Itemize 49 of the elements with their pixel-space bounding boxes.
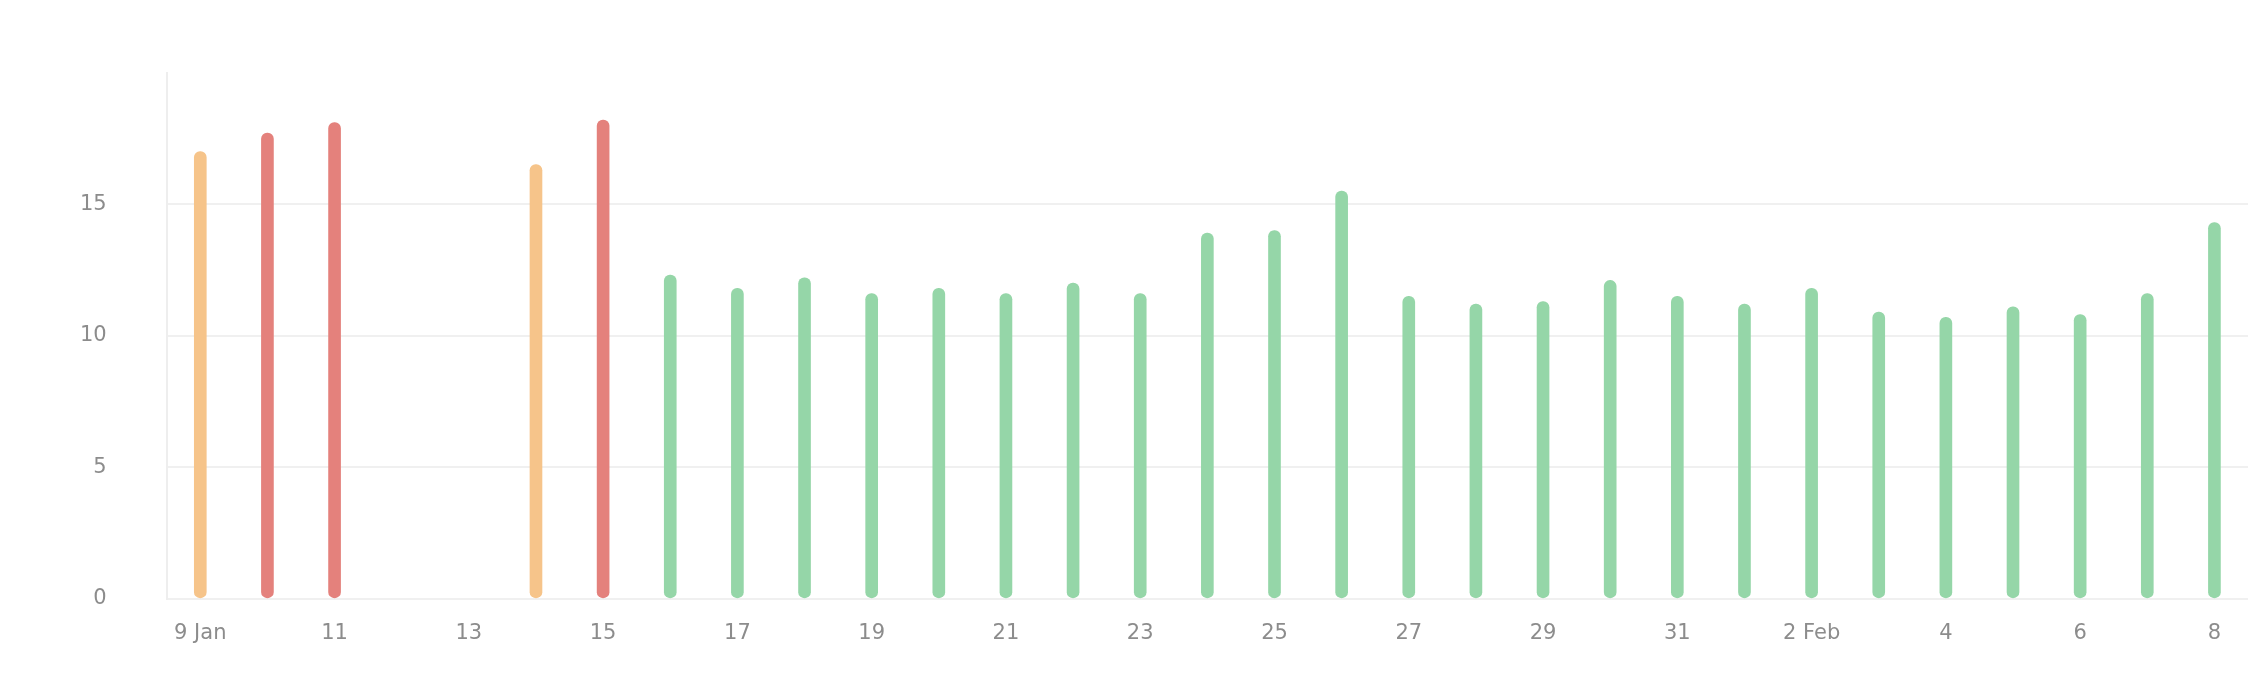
y-tick-label: 10 xyxy=(79,322,107,347)
bar xyxy=(193,151,207,599)
x-tick-label: 21 xyxy=(992,619,1020,644)
x-tick-label: 23 xyxy=(1126,619,1154,644)
x-tick-label: 15 xyxy=(589,619,617,644)
x-tick-label: 8 xyxy=(2207,619,2222,644)
bar xyxy=(2140,293,2154,599)
x-tick-label: 6 xyxy=(2073,619,2087,644)
bar xyxy=(1066,282,1080,599)
bar xyxy=(932,288,946,599)
bar xyxy=(1805,288,1818,599)
bar xyxy=(1201,232,1214,599)
bar xyxy=(1939,316,1953,599)
bar xyxy=(529,164,543,599)
x-tick-label: 4 xyxy=(1939,619,1953,644)
bar xyxy=(261,132,274,599)
bar xyxy=(2073,314,2087,599)
y-tick-label: 15 xyxy=(79,190,107,215)
bar xyxy=(865,293,878,599)
bar xyxy=(1872,311,1886,599)
bar xyxy=(798,277,811,599)
x-tick-label: 2 Feb xyxy=(1782,619,1841,644)
bar xyxy=(663,274,677,599)
bar xyxy=(1738,303,1751,599)
x-tick-label: 11 xyxy=(321,619,348,644)
x-tick-label: 17 xyxy=(724,619,751,644)
bar xyxy=(1469,303,1483,599)
x-tick-label: 19 xyxy=(858,619,886,644)
bar xyxy=(328,122,341,599)
x-tick-label: 29 xyxy=(1529,619,1557,644)
x-tick-label: 27 xyxy=(1395,619,1423,644)
x-tick-label: 13 xyxy=(455,619,483,644)
bar xyxy=(596,119,610,599)
y-tick-label: 0 xyxy=(93,585,107,610)
bar xyxy=(999,293,1013,599)
bar xyxy=(1268,230,1281,599)
y-tick-label: 5 xyxy=(93,453,107,478)
x-tick-label: 9 Jan xyxy=(174,619,227,644)
bar xyxy=(1671,295,1684,599)
bar xyxy=(2006,306,2020,599)
x-tick-label: 25 xyxy=(1261,619,1288,644)
bar xyxy=(1335,190,1348,599)
bar xyxy=(2208,222,2221,599)
bar xyxy=(731,288,744,599)
bar xyxy=(1603,280,1617,599)
x-tick-label: 31 xyxy=(1663,619,1691,644)
bar xyxy=(1536,301,1550,599)
bar xyxy=(1133,293,1147,599)
bar xyxy=(1402,295,1416,599)
